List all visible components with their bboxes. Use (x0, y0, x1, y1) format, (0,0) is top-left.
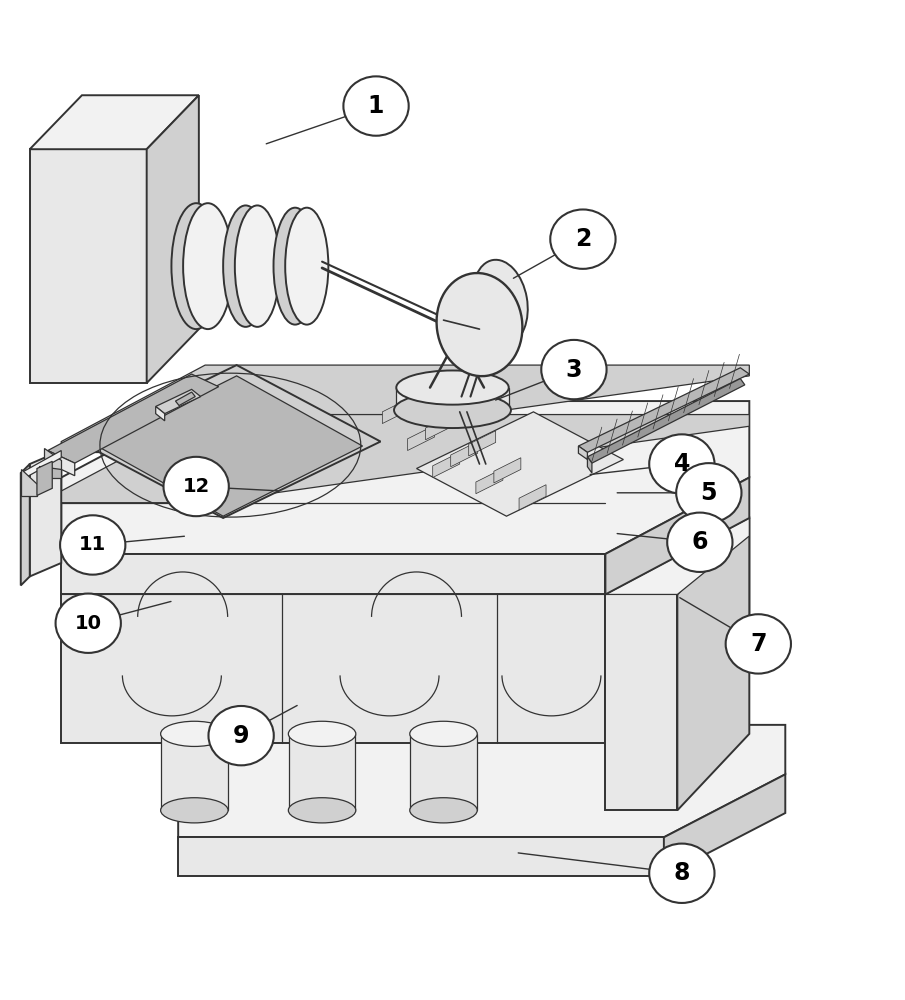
Ellipse shape (550, 209, 615, 269)
Ellipse shape (160, 721, 228, 746)
Ellipse shape (726, 614, 791, 674)
Ellipse shape (60, 515, 126, 575)
Polygon shape (62, 365, 749, 452)
Polygon shape (156, 406, 165, 421)
Ellipse shape (472, 260, 528, 344)
Ellipse shape (234, 205, 280, 327)
Ellipse shape (224, 205, 268, 327)
Polygon shape (289, 734, 356, 810)
Polygon shape (30, 95, 199, 149)
Ellipse shape (649, 434, 715, 494)
Text: 12: 12 (183, 477, 210, 496)
Polygon shape (62, 518, 749, 594)
Ellipse shape (343, 76, 409, 136)
Ellipse shape (285, 208, 329, 325)
Ellipse shape (676, 463, 741, 522)
Polygon shape (156, 389, 201, 414)
Polygon shape (39, 466, 62, 478)
Ellipse shape (164, 457, 229, 516)
Text: 5: 5 (700, 481, 717, 505)
Text: 8: 8 (673, 861, 691, 885)
Ellipse shape (396, 370, 509, 405)
Polygon shape (605, 518, 749, 743)
Polygon shape (605, 478, 749, 594)
Polygon shape (433, 452, 460, 478)
Polygon shape (476, 469, 503, 494)
Polygon shape (44, 448, 62, 476)
Polygon shape (62, 415, 749, 503)
Polygon shape (161, 734, 228, 810)
Polygon shape (451, 442, 478, 467)
Ellipse shape (541, 340, 606, 399)
Polygon shape (425, 415, 452, 440)
Polygon shape (469, 431, 496, 456)
Polygon shape (578, 446, 587, 460)
Polygon shape (578, 368, 749, 452)
Polygon shape (62, 554, 605, 594)
Polygon shape (178, 837, 664, 876)
Ellipse shape (289, 721, 356, 746)
Polygon shape (97, 376, 363, 516)
Text: 4: 4 (673, 452, 690, 476)
Polygon shape (605, 594, 677, 810)
Polygon shape (62, 401, 749, 554)
Polygon shape (21, 464, 30, 585)
Polygon shape (21, 451, 62, 480)
Polygon shape (48, 451, 75, 476)
Polygon shape (587, 379, 745, 463)
Text: 11: 11 (79, 535, 107, 554)
Polygon shape (176, 392, 195, 406)
Polygon shape (48, 374, 219, 463)
Ellipse shape (410, 798, 477, 823)
Ellipse shape (649, 844, 715, 903)
Polygon shape (410, 734, 477, 810)
Polygon shape (664, 774, 786, 876)
Text: 7: 7 (750, 632, 767, 656)
Text: 6: 6 (691, 530, 708, 554)
Polygon shape (519, 485, 546, 510)
Polygon shape (147, 95, 199, 383)
Text: 1: 1 (367, 94, 385, 118)
Polygon shape (62, 594, 605, 743)
Ellipse shape (160, 798, 228, 823)
Ellipse shape (436, 273, 522, 376)
Polygon shape (407, 425, 434, 451)
Ellipse shape (55, 594, 121, 653)
Polygon shape (21, 469, 37, 496)
Ellipse shape (394, 392, 511, 428)
Polygon shape (416, 412, 624, 516)
Polygon shape (178, 725, 786, 837)
Text: 10: 10 (75, 614, 101, 633)
Polygon shape (37, 461, 52, 496)
Text: 9: 9 (233, 724, 250, 748)
Polygon shape (80, 365, 380, 518)
Polygon shape (605, 518, 749, 594)
Polygon shape (395, 388, 510, 410)
Ellipse shape (171, 203, 221, 329)
Ellipse shape (273, 208, 317, 325)
Text: 3: 3 (566, 358, 582, 382)
Polygon shape (494, 458, 521, 483)
Polygon shape (382, 398, 409, 424)
Polygon shape (587, 457, 592, 473)
Text: 2: 2 (575, 227, 591, 251)
Ellipse shape (208, 706, 274, 765)
Polygon shape (677, 518, 749, 810)
Ellipse shape (289, 798, 356, 823)
Ellipse shape (410, 721, 477, 746)
Ellipse shape (183, 203, 233, 329)
Polygon shape (30, 149, 147, 383)
Ellipse shape (667, 513, 732, 572)
Polygon shape (30, 451, 62, 576)
